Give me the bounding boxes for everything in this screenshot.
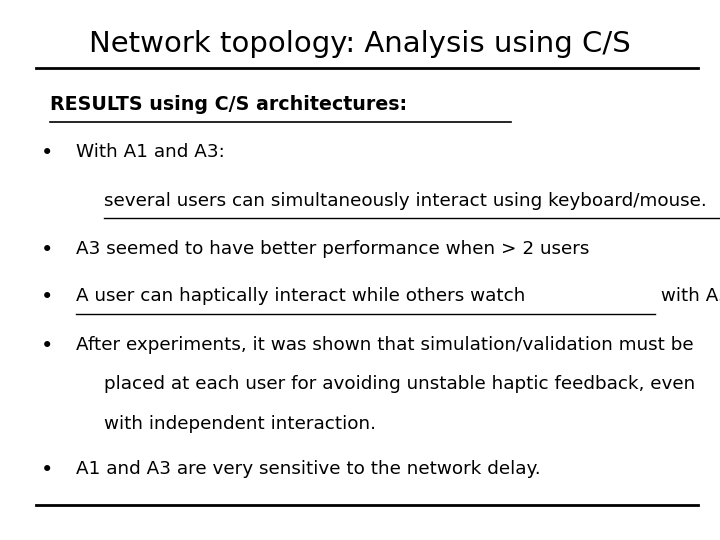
Text: With A1 and A3:: With A1 and A3: [76, 143, 225, 161]
Text: placed at each user for avoiding unstable haptic feedback, even: placed at each user for avoiding unstabl… [104, 375, 696, 393]
Text: •: • [40, 143, 53, 163]
Text: •: • [40, 336, 53, 356]
Text: A3 seemed to have better performance when > 2 users: A3 seemed to have better performance whe… [76, 240, 589, 258]
Text: •: • [40, 240, 53, 260]
Text: with independent interaction.: with independent interaction. [104, 415, 377, 433]
Text: Network topology: Analysis using C/S: Network topology: Analysis using C/S [89, 30, 631, 58]
Text: several users can simultaneously interact using keyboard/mouse.: several users can simultaneously interac… [104, 192, 707, 210]
Text: After experiments, it was shown that simulation/validation must be: After experiments, it was shown that sim… [76, 336, 693, 354]
Text: A1 and A3 are very sensitive to the network delay.: A1 and A3 are very sensitive to the netw… [76, 460, 540, 478]
Text: with A3.: with A3. [655, 287, 720, 305]
Text: •: • [40, 287, 53, 307]
Text: RESULTS using C/S architectures:: RESULTS using C/S architectures: [50, 94, 408, 113]
Text: •: • [40, 460, 53, 480]
Text: A user can haptically interact while others watch: A user can haptically interact while oth… [76, 287, 525, 305]
